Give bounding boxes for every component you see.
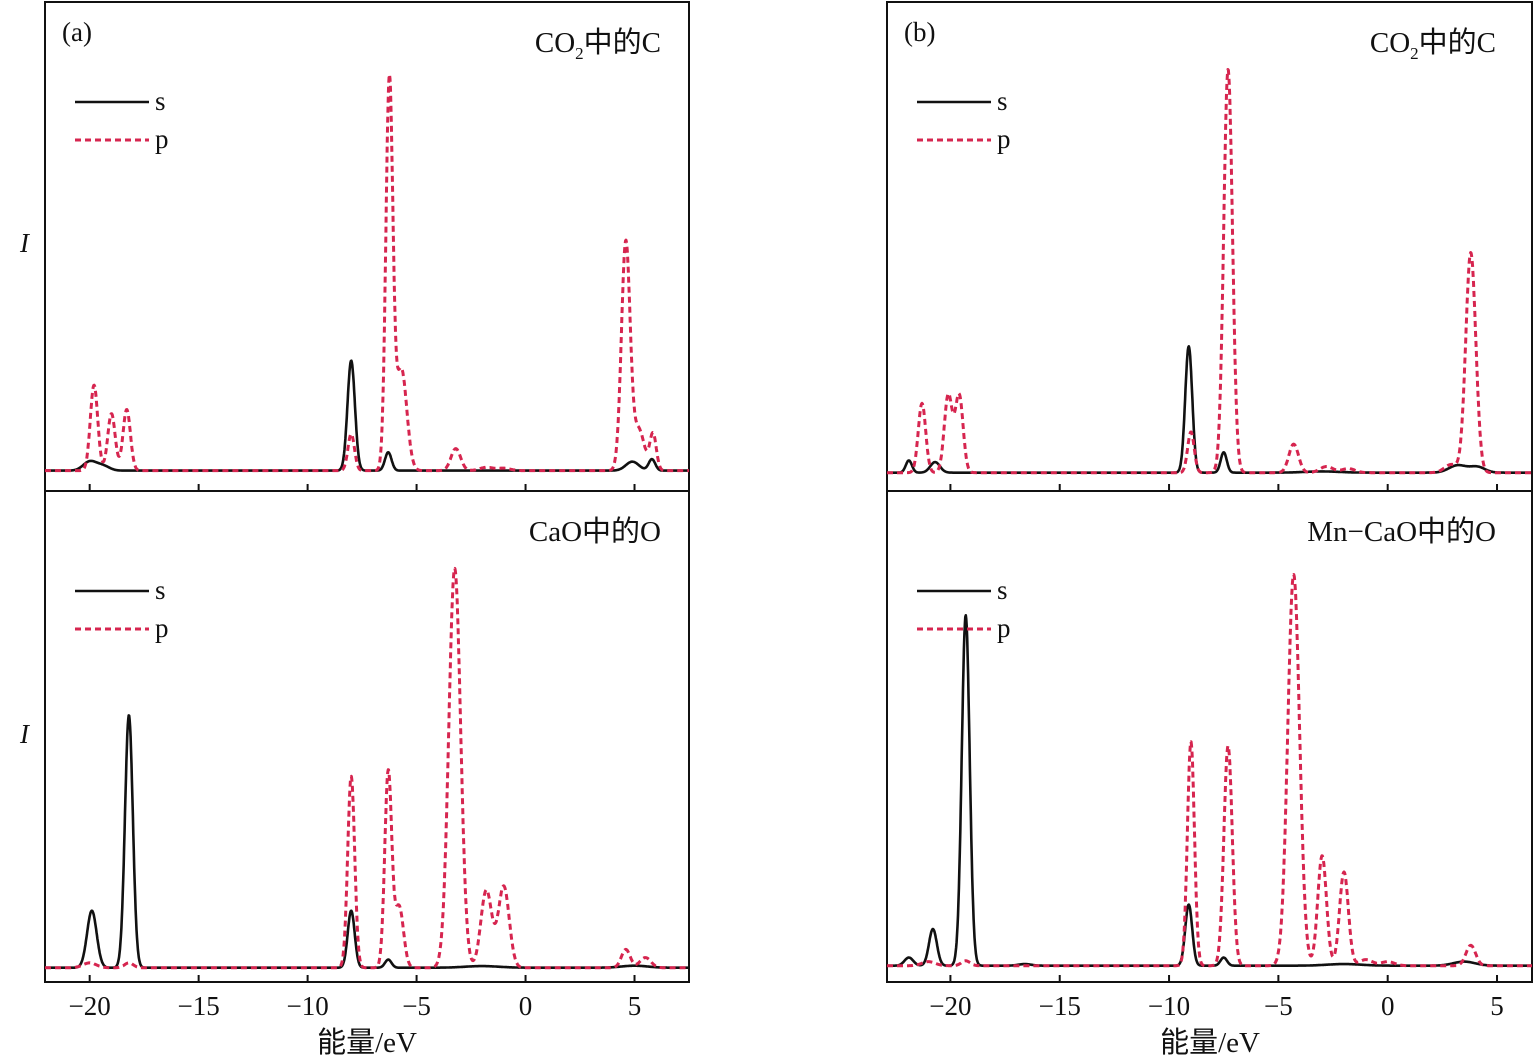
- legend-label-s: s: [155, 575, 166, 605]
- x-tick-label: −5: [402, 991, 431, 1021]
- panel-title: Mn−CaO中的O: [1307, 515, 1496, 548]
- series-p-line: [886, 573, 1533, 968]
- legend-label-s: s: [997, 575, 1008, 605]
- series-s-line: [44, 714, 690, 969]
- plot-frame: [886, 490, 1533, 983]
- series-s-line: [886, 614, 1533, 967]
- series-s-line: [44, 359, 690, 472]
- series-p-line: [44, 72, 690, 473]
- panel-label-b: (b): [904, 17, 935, 47]
- x-axis-label-a: 能量/eV: [317, 1026, 417, 1059]
- x-tick-label: −15: [178, 991, 220, 1021]
- panel-title: CO2中的C: [535, 26, 661, 63]
- panel-a-top: sp CO2中的C: [44, 1, 690, 492]
- legend-label-p: p: [155, 613, 169, 643]
- plot-frame: [886, 1, 1533, 492]
- panel-a-bottom: sp CaO中的O −20 −15 −10 −5 0 5: [44, 490, 690, 1021]
- legend-label-p: p: [155, 124, 169, 154]
- plot-frame: [44, 490, 690, 983]
- legend-label-p: p: [997, 124, 1011, 154]
- panel-title: CO2中的C: [1370, 26, 1496, 63]
- plot-frame: [44, 1, 690, 492]
- panel-b-bottom: sp Mn−CaO中的O −20 −15 −10 −5 0 5: [886, 490, 1533, 1021]
- legend-label-s: s: [155, 86, 166, 116]
- x-tick-label: −10: [286, 991, 328, 1021]
- legend-label-s: s: [997, 86, 1008, 116]
- y-axis-label-a-top: I: [19, 228, 31, 258]
- x-tick-label: −10: [1148, 991, 1190, 1021]
- x-tick-label: 5: [1490, 991, 1504, 1021]
- panel-label-a: (a): [62, 17, 92, 47]
- x-tick-label: −5: [1264, 991, 1293, 1021]
- x-tick-label: 0: [519, 991, 533, 1021]
- panel-b-top: sp CO2中的C: [886, 1, 1533, 492]
- series-p-line: [44, 567, 690, 970]
- x-tick-label: −20: [929, 991, 971, 1021]
- x-axis-label-b: 能量/eV: [1160, 1026, 1260, 1059]
- series-s-line: [886, 345, 1533, 474]
- x-tick-label: 5: [628, 991, 642, 1021]
- x-tick-label: 0: [1381, 991, 1395, 1021]
- panel-title: CaO中的O: [529, 515, 661, 548]
- legend-label-p: p: [997, 613, 1011, 643]
- series-p-line: [886, 68, 1533, 475]
- x-tick-label: −15: [1039, 991, 1081, 1021]
- x-tick-label: −20: [69, 991, 111, 1021]
- y-axis-label-a-bottom: I: [19, 719, 31, 749]
